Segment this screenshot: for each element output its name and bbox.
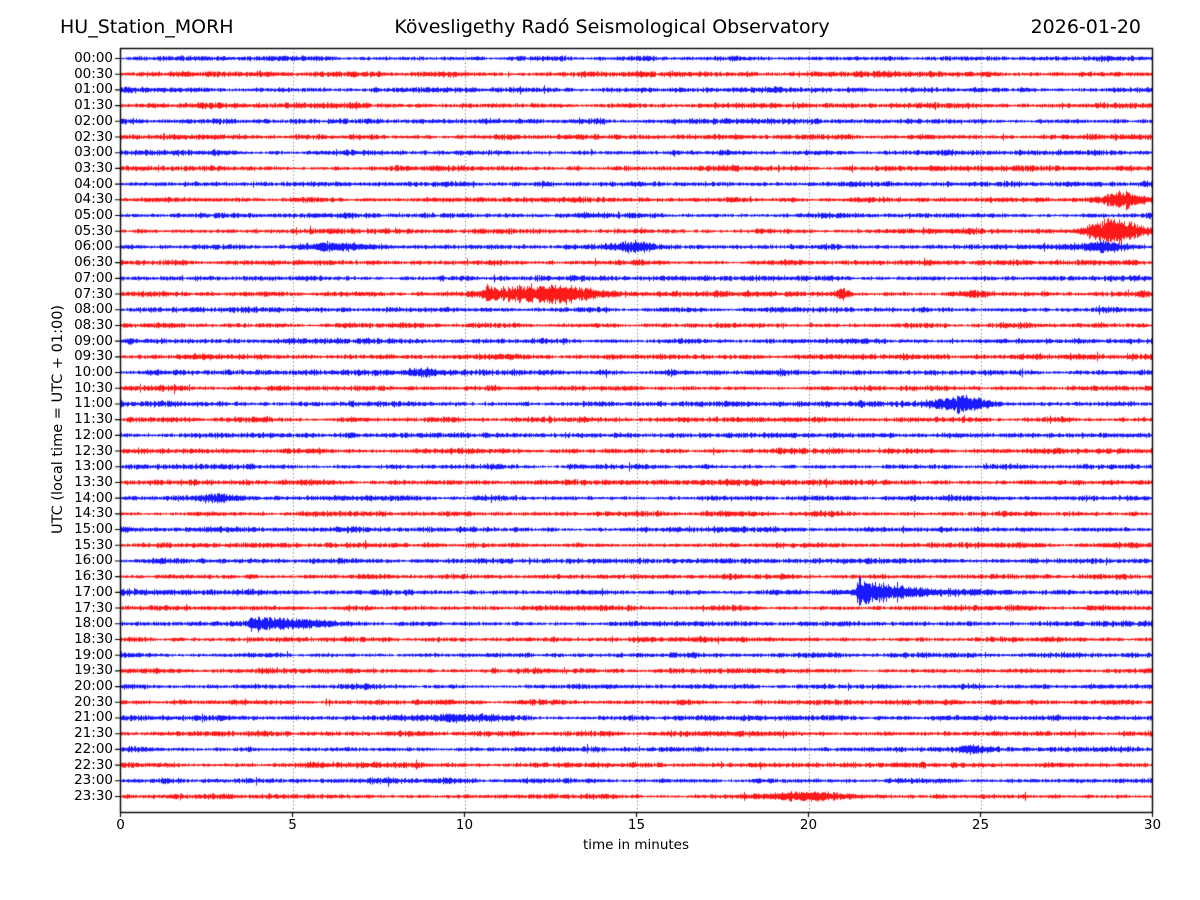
row-tick-label: 19:00 — [74, 646, 113, 663]
row-tick-label: 03:00 — [74, 144, 113, 161]
row-tick-label: 04:30 — [74, 191, 113, 208]
x-tick-label: 15 — [627, 817, 646, 833]
row-tick-label: 09:30 — [74, 348, 113, 365]
row-tick-label: 15:00 — [74, 521, 113, 538]
row-tick-label: 20:00 — [74, 678, 113, 695]
row-tick-label: 00:30 — [74, 65, 113, 82]
row-tick-label: 06:30 — [74, 254, 113, 271]
row-tick-label: 17:00 — [74, 583, 113, 600]
x-tick-label: 20 — [799, 817, 818, 833]
row-tick-label: 22:00 — [74, 740, 113, 757]
row-tick-label: 02:30 — [74, 128, 113, 145]
x-tick-label: 0 — [116, 817, 125, 833]
row-tick-label: 23:30 — [74, 788, 113, 804]
row-tick-label: 05:00 — [74, 207, 113, 224]
row-tick-label: 11:30 — [74, 411, 113, 428]
row-tick-label: 02:00 — [74, 112, 113, 129]
row-tick-label: 16:00 — [74, 552, 113, 569]
row-tick-label: 21:30 — [74, 725, 113, 742]
x-tick-label: 30 — [1143, 817, 1162, 833]
row-tick-label: 16:30 — [74, 568, 113, 585]
row-tick-label: 06:00 — [74, 238, 113, 255]
row-tick-label: 22:30 — [74, 756, 113, 773]
row-tick-label: 12:00 — [74, 426, 113, 443]
row-tick-label: 18:30 — [74, 630, 113, 647]
row-tick-label: 05:30 — [74, 222, 113, 239]
row-tick-label: 13:00 — [74, 458, 113, 475]
row-tick-label: 20:30 — [74, 693, 113, 710]
row-tick-label: 17:30 — [74, 599, 113, 616]
row-tick-label: 11:00 — [74, 395, 113, 412]
row-tick-label: 08:30 — [74, 316, 113, 333]
row-tick-label: 15:30 — [74, 536, 113, 553]
row-tick-label: 07:00 — [74, 269, 113, 286]
row-tick-label: 13:30 — [74, 473, 113, 490]
row-tick-label: 23:00 — [74, 772, 113, 789]
row-tick-label: 14:30 — [74, 505, 113, 522]
row-tick-label: 04:00 — [74, 175, 113, 192]
row-tick-label: 18:00 — [74, 615, 113, 632]
row-tick-label: 07:30 — [74, 285, 113, 302]
row-tick-label: 19:30 — [74, 662, 113, 679]
row-tick-label: 21:00 — [74, 709, 113, 726]
row-tick-label: 01:00 — [74, 81, 113, 98]
row-tick-label: 09:00 — [74, 332, 113, 349]
row-tick-label: 03:30 — [74, 159, 113, 176]
x-tick-label: 5 — [288, 817, 297, 833]
date-label: 2026-01-20 — [1030, 16, 1141, 38]
row-tick-label: 00:00 — [74, 50, 113, 66]
row-tick-label: 01:30 — [74, 97, 113, 114]
station-title: HU_Station_MORH — [60, 16, 234, 38]
x-tick-label: 25 — [971, 817, 990, 833]
row-tick-label: 12:30 — [74, 442, 113, 459]
observatory-title: Kövesligethy Radó Seismological Observat… — [394, 16, 830, 38]
row-tick-label: 10:30 — [74, 379, 113, 396]
x-axis-label: time in minutes — [582, 837, 690, 853]
x-tick-label: 10 — [455, 817, 474, 833]
row-tick-label: 08:00 — [74, 301, 113, 318]
row-tick-label: 14:00 — [74, 489, 113, 506]
row-tick-label: 10:00 — [74, 364, 113, 381]
